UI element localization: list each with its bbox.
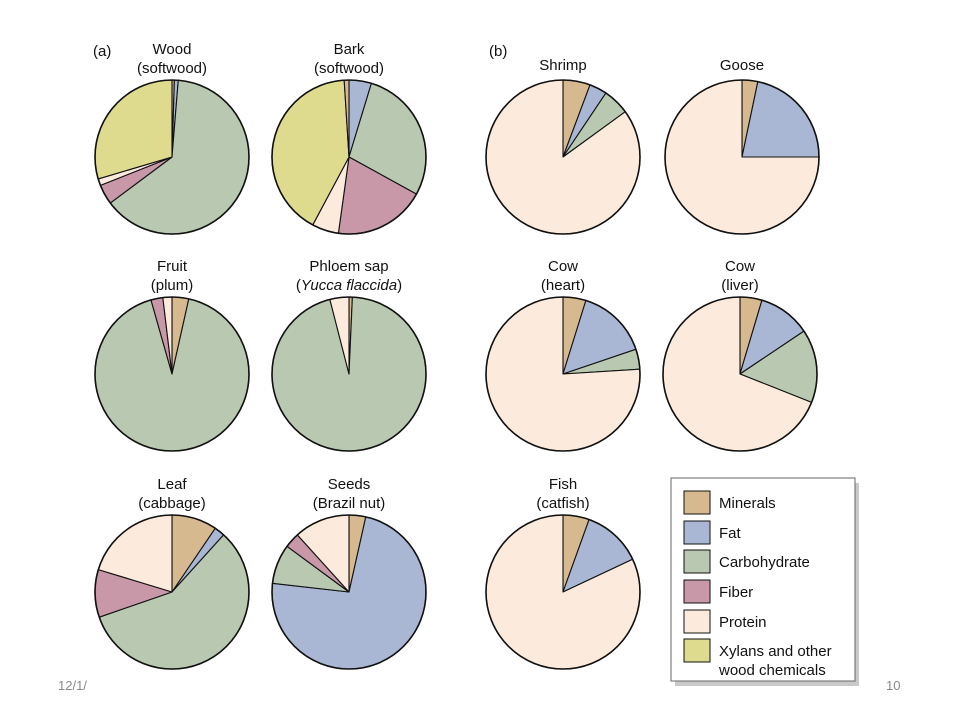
pie-phloem-sap-yucca-flaccida: Phloem sap (Yucca flaccida) <box>271 258 427 452</box>
pie-cow-liver-subtitle: (liver) <box>721 277 759 294</box>
pie-cow-liver-outline <box>662 296 818 452</box>
pie-seeds-brazil-nut-outline <box>271 514 427 670</box>
pie-seeds-brazil-nut-subtitle: (Brazil nut) <box>313 495 386 512</box>
pie-cow-liver-title: Cow <box>725 258 755 275</box>
pie-leaf-cabbage-outline <box>94 514 250 670</box>
legend-swatch-protein <box>683 609 711 634</box>
slide-page-number: 10 <box>886 678 901 693</box>
pie-goose-outline <box>664 79 820 235</box>
slide-date: 12/1/ <box>58 678 87 693</box>
pie-bark-softwood-title: Bark <box>334 41 365 58</box>
pie-bark-softwood-outline <box>271 79 427 235</box>
legend-swatch-xylans <box>683 638 711 663</box>
pie-bark-softwood-subtitle: (softwood) <box>314 60 384 77</box>
legend-label-fiber: Fiber <box>719 584 753 601</box>
pie-seeds-brazil-nut: Seeds (Brazil nut) <box>271 476 427 670</box>
pie-cow-heart-subtitle: (heart) <box>541 277 585 294</box>
pie-fish-catfish: Fish (catfish) <box>485 476 641 670</box>
pie-shrimp-outline <box>485 79 641 235</box>
pie-fruit-plum: Fruit (plum) <box>94 258 250 452</box>
pie-wood-softwood: Wood (softwood) <box>94 41 250 235</box>
pie-cow-liver: Cow (liver) <box>662 258 818 452</box>
legend-swatch-fat <box>683 520 711 545</box>
pie-leaf-cabbage-title: Leaf <box>157 476 187 493</box>
pie-fruit-plum-title: Fruit <box>157 258 188 275</box>
pie-cow-heart-title: Cow <box>548 258 578 275</box>
pie-wood-softwood-title: Wood <box>153 41 192 58</box>
pie-shrimp-title: Shrimp <box>539 57 587 74</box>
legend-swatch-minerals <box>683 490 711 515</box>
pie-wood-softwood-subtitle: (softwood) <box>137 60 207 77</box>
pie-fish-catfish-subtitle: (catfish) <box>536 495 589 512</box>
legend-label-xylans-line2: wood chemicals <box>718 662 826 679</box>
pie-phloem-sap-yucca-flaccida-subtitle: (Yucca flaccida) <box>296 277 402 294</box>
legend-label-xylans: Xylans and other <box>719 643 832 660</box>
legend-swatch-fiber <box>683 579 711 604</box>
pie-goose: Goose <box>664 57 820 235</box>
pie-bark-softwood: Bark (softwood) <box>271 41 427 235</box>
pie-shrimp: Shrimp <box>485 57 641 235</box>
legend: Minerals Fat Carbohydrate Fiber Protein Xylan… <box>670 477 859 686</box>
pie-phloem-sap-yucca-flaccida-outline <box>271 296 427 452</box>
legend-label-carbohydrate: Carbohydrate <box>719 554 810 571</box>
pie-phloem-sap-yucca-flaccida-title: Phloem sap <box>309 258 388 275</box>
pie-fruit-plum-subtitle: (plum) <box>151 277 194 294</box>
pie-leaf-cabbage: Leaf (cabbage) <box>94 476 250 670</box>
pie-seeds-brazil-nut-title: Seeds <box>328 476 371 493</box>
pie-fruit-plum-outline <box>94 296 250 452</box>
legend-label-minerals: Minerals <box>719 495 776 512</box>
pie-cow-heart-outline <box>485 296 641 452</box>
pie-wood-softwood-outline <box>94 79 250 235</box>
pie-fish-catfish-title: Fish <box>549 476 577 493</box>
panel-label-b: (b) <box>489 43 507 60</box>
legend-swatch-carbohydrate <box>683 549 711 574</box>
panel-label-a: (a) <box>93 43 111 60</box>
legend-label-fat: Fat <box>719 525 742 542</box>
legend-label-protein: Protein <box>719 614 767 631</box>
pie-fish-catfish-outline <box>485 514 641 670</box>
pie-cow-heart: Cow (heart) <box>485 258 641 452</box>
pie-goose-title: Goose <box>720 57 764 74</box>
pie-leaf-cabbage-subtitle: (cabbage) <box>138 495 206 512</box>
